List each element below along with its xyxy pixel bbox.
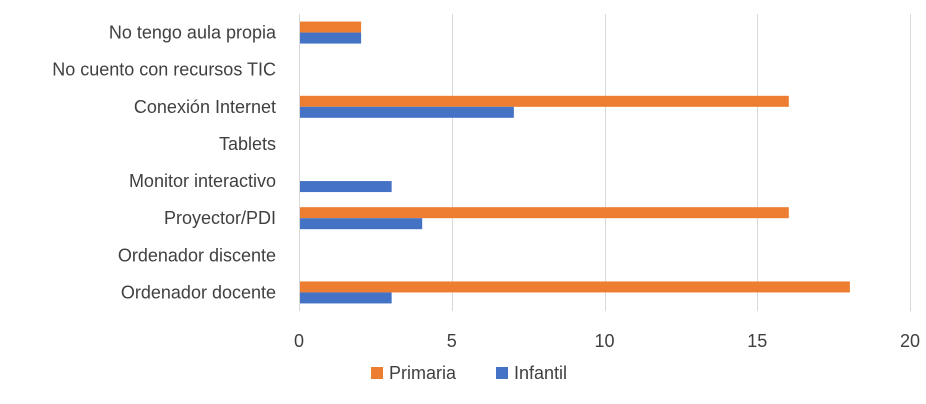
bar-primaria-0 (300, 21, 362, 33)
category-label-0: No tengo aula propia (109, 23, 277, 43)
legend-swatch-infantil (496, 367, 508, 379)
bar-infantil-4 (300, 181, 392, 193)
x-tick-label-5: 5 (447, 331, 457, 351)
x-tick-label-10: 10 (594, 331, 614, 351)
x-tick-label-0: 0 (294, 331, 304, 351)
legend-label-infantil: Infantil (514, 363, 567, 383)
bar-primaria-7 (300, 281, 850, 293)
bar-infantil-7 (300, 292, 392, 304)
category-label-3: Tablets (219, 134, 276, 154)
bar-primaria-5 (300, 207, 789, 219)
x-tick-label-15: 15 (747, 331, 767, 351)
category-label-4: Monitor interactivo (129, 171, 276, 191)
bar-infantil-2 (300, 106, 514, 118)
x-axis-tick-labels: 0 5 10 15 20 (294, 331, 920, 351)
bar-infantil-5 (300, 218, 423, 230)
category-labels: No tengo aula propia No cuento con recurs… (52, 23, 277, 303)
category-label-1: No cuento con recursos TIC (52, 60, 276, 80)
bar-infantil-0 (300, 32, 362, 44)
grid-layer (299, 14, 911, 311)
legend-swatch-primaria (371, 367, 383, 379)
category-label-7: Ordenador docente (121, 282, 276, 302)
x-tick-label-20: 20 (900, 331, 920, 351)
category-label-5: Proyector/PDI (164, 208, 276, 228)
legend-label-primaria: Primaria (389, 363, 457, 383)
category-label-6: Ordenador discente (118, 245, 276, 265)
legend: Primaria Infantil (371, 363, 567, 383)
category-label-2: Conexión Internet (134, 97, 276, 117)
bar-primaria-2 (300, 95, 789, 107)
bar-layer (300, 21, 850, 304)
